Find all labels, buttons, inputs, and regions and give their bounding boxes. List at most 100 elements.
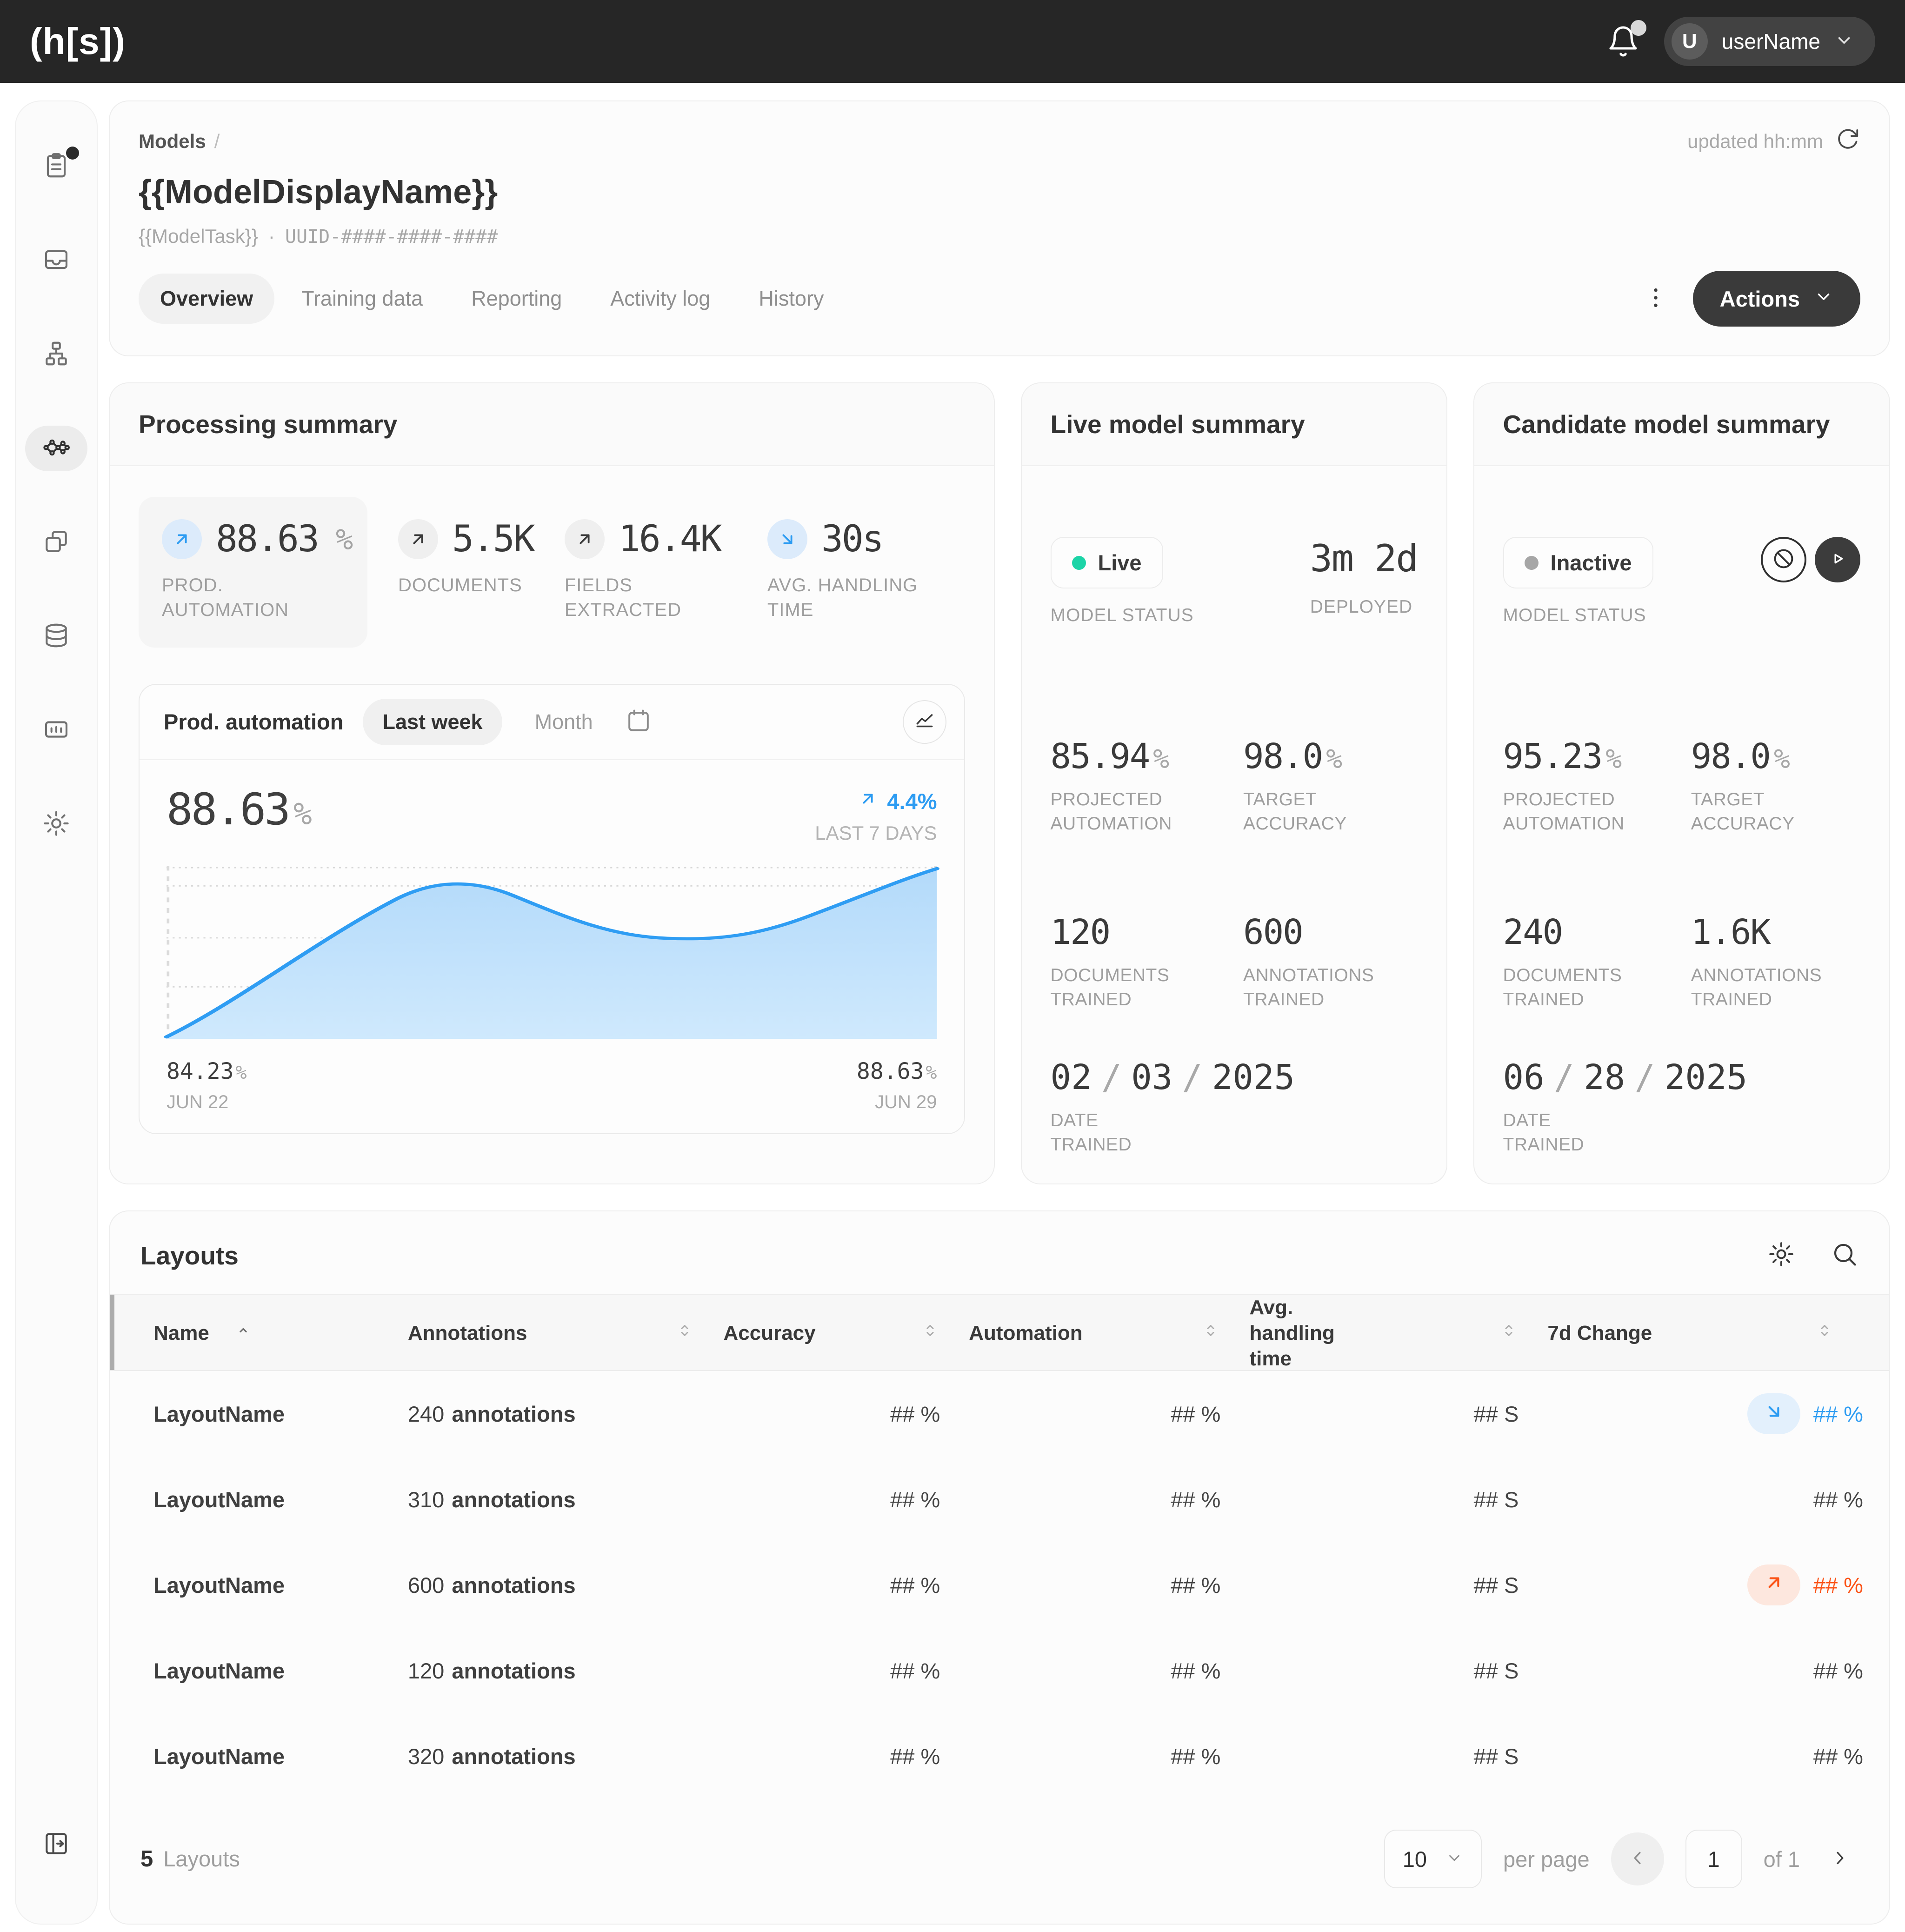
column-header-7d-change[interactable]: 7d Change (1547, 1321, 1863, 1345)
page-number-input[interactable]: 1 (1685, 1830, 1742, 1888)
annotations-word: annotations (452, 1487, 576, 1512)
table-row[interactable]: LayoutName 310 annotations ## % ## % ## S… (110, 1457, 1889, 1542)
stat-unit: % (1153, 743, 1170, 775)
actions-button[interactable]: Actions (1692, 271, 1860, 327)
sidebar-item-layouts[interactable] (16, 503, 97, 582)
sidebar-item-flows[interactable] (16, 315, 97, 394)
discard-candidate-button[interactable] (1760, 537, 1806, 582)
table-header-row: Name Annotations Accuracy (110, 1294, 1889, 1371)
change-value: ## % (1813, 1658, 1863, 1683)
trend-up-icon (162, 519, 202, 559)
sort-asc-icon (233, 1321, 253, 1345)
trend-up-icon (857, 788, 879, 815)
avatar: U (1671, 23, 1708, 60)
notifications-button[interactable] (1606, 20, 1646, 58)
breadcrumb[interactable]: Models / (139, 130, 220, 153)
stat-label: PROJECTED AUTOMATION (1503, 789, 1625, 834)
table-row[interactable]: LayoutName 600 annotations ## % ## % ## S… (110, 1542, 1889, 1628)
calendar-icon (626, 708, 652, 736)
sidebar-item-tasks[interactable] (16, 127, 97, 206)
table-row[interactable]: LayoutName 120 annotations ## % ## % ## S… (110, 1628, 1889, 1713)
live-date-trained: 02/03/2025 DATE TRAINED (1051, 1057, 1418, 1157)
column-header-name[interactable]: Name (110, 1321, 408, 1345)
candidate-model-summary-card: Candidate model summary Inactive MODEL S… (1473, 382, 1890, 1184)
accuracy-value: ## % (890, 1744, 940, 1769)
deployed-value: 3m 2d (1310, 537, 1419, 580)
column-header-automation[interactable]: Automation (969, 1321, 1249, 1345)
tab-reporting[interactable]: Reporting (471, 287, 562, 310)
date-day: 28 (1584, 1057, 1625, 1098)
table-row[interactable]: LayoutName 320 annotations ## % ## % ## S… (110, 1713, 1889, 1799)
accuracy-value: ## % (890, 1572, 940, 1598)
aht-value: ## S (1473, 1658, 1519, 1683)
tab-history[interactable]: History (759, 287, 824, 310)
next-page-button[interactable] (1821, 1847, 1858, 1871)
chevron-down-icon (1834, 31, 1854, 53)
stat-label: ANNOTATIONS TRAINED (1243, 965, 1374, 1009)
page-of-label: of 1 (1763, 1846, 1800, 1872)
candidate-target-accuracy: 98.0% TARGET ACCURACY (1691, 736, 1860, 836)
date-day: 03 (1131, 1057, 1173, 1098)
live-documents-trained: 120 DOCUMENTS TRAINED (1051, 912, 1225, 1011)
stat-label: TARGET ACCURACY (1243, 789, 1347, 834)
range-tab-month[interactable]: Month (534, 709, 593, 734)
stat-value: 240 (1503, 912, 1564, 953)
sidebar-item-inbox[interactable] (16, 221, 97, 300)
user-menu[interactable]: U userName (1664, 17, 1875, 66)
area-chart-icon (913, 709, 936, 735)
sidebar-collapse-button[interactable] (16, 1805, 97, 1884)
status-text: Inactive (1550, 550, 1632, 575)
count-number: 5 (140, 1846, 153, 1872)
chart-delta: 4.4% (815, 788, 937, 815)
sort-icon (1201, 1321, 1220, 1345)
layout-name[interactable]: LayoutName (153, 1487, 285, 1512)
stat-label: FIELDS EXTRACTED (564, 575, 682, 620)
chart-big-number: 88.63 (167, 784, 291, 835)
sidebar-item-reports[interactable] (16, 691, 97, 769)
layout-name[interactable]: LayoutName (153, 1658, 285, 1683)
column-header-accuracy[interactable]: Accuracy (723, 1321, 969, 1345)
breadcrumb-models[interactable]: Models (139, 130, 206, 152)
stat-value: 98.0 (1243, 736, 1323, 777)
stat-label: PROJECTED AUTOMATION (1050, 789, 1172, 834)
trend-up-icon (398, 519, 438, 559)
stat-avg-handling-time: 30s AVG. HANDLING TIME (767, 497, 939, 622)
promote-candidate-button[interactable] (1814, 537, 1860, 582)
column-header-avg-handling-time[interactable]: Avg. handling time (1249, 1295, 1547, 1371)
layout-name[interactable]: LayoutName (153, 1744, 285, 1769)
range-tab-last-week[interactable]: Last week (363, 698, 502, 745)
sidebar-item-data[interactable] (16, 597, 97, 675)
tab-overview[interactable]: Overview (139, 274, 275, 324)
stat-value: 98.0 (1691, 736, 1771, 777)
stat-value: 95.23 (1503, 736, 1603, 777)
page-title: {{ModelDisplayName}} (139, 174, 498, 211)
model-uuid: UUID-####-####-#### (285, 226, 498, 247)
status-label: MODEL STATUS (1050, 605, 1194, 625)
tab-activity-log[interactable]: Activity log (610, 287, 711, 310)
updated-timestamp: updated hh:mm (1687, 130, 1823, 152)
previous-page-button[interactable] (1611, 1832, 1664, 1885)
prod-automation-chart-card: Prod. automation Last week Month (139, 683, 965, 1134)
layout-name[interactable]: LayoutName (153, 1572, 285, 1598)
sidebar-item-models[interactable] (16, 409, 97, 488)
column-header-annotations[interactable]: Annotations (408, 1321, 724, 1345)
more-options-button[interactable] (1641, 284, 1671, 314)
layout-name[interactable]: LayoutName (153, 1401, 285, 1426)
model-task: {{ModelTask}} (139, 225, 258, 247)
date-separator: / (1101, 1057, 1122, 1098)
search-icon[interactable] (1831, 1240, 1858, 1270)
chart-type-button[interactable] (902, 700, 946, 744)
trend-down-icon (767, 519, 807, 559)
status-badge: Live (1050, 537, 1163, 588)
table-settings-gear-icon[interactable] (1767, 1240, 1795, 1270)
table-row[interactable]: LayoutName 240 annotations ## % ## % ## S… (110, 1371, 1889, 1457)
calendar-button[interactable] (626, 708, 652, 736)
sidebar-item-settings[interactable] (16, 785, 97, 863)
candidate-summary-title: Candidate model summary (1474, 383, 1889, 466)
tab-training-data[interactable]: Training data (301, 287, 423, 310)
stat-label: TARGET ACCURACY (1691, 789, 1795, 834)
refresh-icon[interactable] (1835, 127, 1860, 156)
per-page-select[interactable]: 10 (1384, 1830, 1482, 1888)
aht-value: ## S (1473, 1572, 1519, 1598)
accuracy-value: ## % (890, 1401, 940, 1426)
